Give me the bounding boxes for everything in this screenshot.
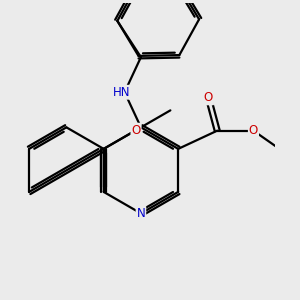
Text: HN: HN [112,86,130,99]
Text: N: N [136,207,145,220]
Text: O: O [204,92,213,104]
Text: O: O [131,124,141,137]
Text: O: O [249,124,258,137]
